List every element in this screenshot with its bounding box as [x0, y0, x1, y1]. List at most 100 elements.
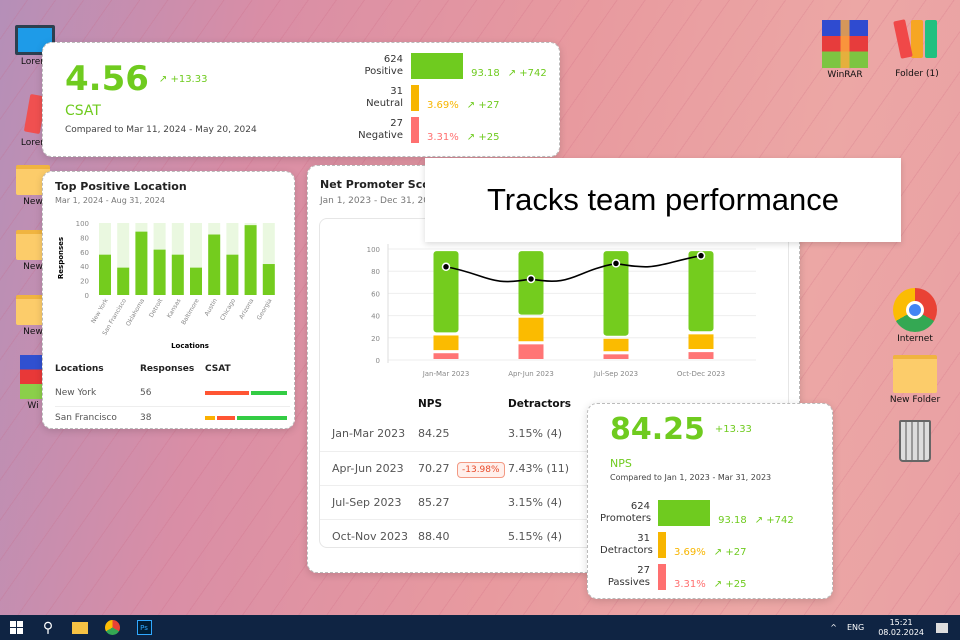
desktop-icon-internet[interactable]: Internet — [885, 288, 945, 344]
search-button[interactable]: ⚲ — [32, 615, 64, 640]
taskbar: ⚲ Ps ^ ENG 15:21 08.02.2024 — [0, 615, 960, 640]
table-row[interactable]: Jan-Mar 2023 84.25 3.15% (4) — [332, 427, 563, 441]
search-icon: ⚲ — [42, 619, 54, 636]
breakdown-pct: 3.31% — [674, 578, 706, 590]
x-tick-label: Detroit — [148, 297, 165, 319]
y-tick-label: 20 — [80, 278, 89, 286]
breakdown-change: ↗ +25 — [713, 578, 747, 590]
location-title: Top Positive Location — [55, 180, 187, 193]
x-tick-label: Baltimore — [180, 297, 201, 326]
csat-label: CSAT — [65, 103, 101, 119]
desktop-icon-folder-1[interactable]: Folder (1) — [887, 19, 947, 79]
breakdown-pct: 3.69% — [427, 99, 459, 111]
nps-point — [696, 251, 706, 260]
bar-detractors — [688, 352, 714, 359]
csat-compare: Compared to Mar 11, 2024 - May 20, 2024 — [65, 125, 257, 135]
winrar-icon — [20, 355, 46, 399]
y-tick-label: 80 — [80, 234, 89, 242]
x-tick-label: Jul-Sep 2023 — [593, 370, 638, 378]
bar — [153, 249, 166, 295]
location-dates: Mar 1, 2024 - Aug 31, 2024 — [55, 196, 165, 205]
y-tick-label: 100 — [367, 246, 380, 254]
nps-chart-panel: 0 20 40 60 80 100 Jan-Mar 2023 Apr-Jun 2023 Jul-… — [319, 218, 790, 548]
bar — [262, 264, 275, 295]
nps-delta: +13.33 — [714, 424, 752, 435]
breakdown-bar — [658, 500, 711, 526]
bar — [208, 234, 221, 295]
y-tick-label: 60 — [80, 249, 89, 257]
breakdown-change: ↗ +27 — [713, 546, 747, 558]
x-tick-label: Arizona — [238, 297, 255, 320]
bar-passives — [518, 317, 544, 342]
breakdown-bar — [411, 85, 419, 111]
nps-compare: Compared to Jan 1, 2023 - Mar 31, 2023 — [610, 473, 772, 482]
y-tick-label: 40 — [371, 313, 380, 321]
location-table-header: Locations Responses CSAT — [55, 364, 231, 374]
x-tick-label: Kansas — [166, 298, 183, 320]
breakdown-row: 27 Negative 3.31% ↗ +25 — [353, 117, 547, 143]
y-tick-label: 0 — [376, 357, 380, 365]
file-explorer-button[interactable] — [64, 615, 96, 640]
table-row[interactable]: New York 56 — [55, 388, 290, 407]
bar-promoters — [433, 251, 459, 333]
bar-detractors — [603, 354, 629, 359]
nps-line — [445, 254, 702, 283]
nps-label: NPS — [610, 457, 632, 470]
start-button[interactable] — [0, 615, 32, 640]
x-tick-label: New York — [90, 297, 110, 325]
x-tick-label: Georgia — [256, 297, 274, 321]
folder-icon — [893, 355, 937, 393]
desktop-icon-winrar[interactable]: WinRAR — [815, 20, 875, 80]
breakdown-pct: 3.69% — [674, 546, 706, 558]
nps-table-header: NPS Detractors — [418, 398, 572, 410]
chrome-button[interactable] — [96, 615, 128, 640]
notification-icon[interactable] — [936, 622, 948, 633]
table-row[interactable]: Oct-Nov 2023 88.40 5.15% (4) — [320, 519, 790, 553]
csat-delta: ↗ +13.33 — [158, 73, 208, 85]
bar-promoters — [603, 251, 629, 336]
breakdown-label: 31 Detractors — [600, 532, 653, 557]
table-row[interactable]: Jul-Sep 2023 85.27 3.15% (4) — [320, 485, 790, 519]
nps-dates: Jan 1, 2023 - Dec 31, 2023 — [320, 196, 441, 206]
breakdown-pct: 93.18 — [471, 67, 500, 79]
csat-bar — [205, 391, 287, 395]
x-tick-label: Chicago — [219, 297, 237, 322]
x-tick-label: Austin — [203, 297, 219, 317]
breakdown-change: ↗ +25 — [466, 131, 500, 143]
nps-point — [611, 259, 621, 268]
tray-chevron-icon[interactable]: ^ — [830, 623, 837, 632]
desktop-icon-winrar[interactable]: Wi — [3, 355, 63, 411]
language-indicator[interactable]: ENG — [846, 623, 865, 632]
nps-card: 84.25 +13.33 NPS Compared to Jan 1, 2023… — [587, 403, 833, 599]
breakdown-row: 27 Passives 3.31% ↗ +25 — [600, 564, 794, 590]
photoshop-button[interactable]: Ps — [128, 615, 160, 640]
desktop-icon-binder[interactable]: Lorem — [5, 93, 65, 148]
breakdown-change: ↗ +742 — [507, 67, 547, 79]
breakdown-label: 31 Neutral — [366, 85, 403, 110]
y-tick-label: 0 — [85, 292, 89, 300]
clock[interactable]: 15:21 08.02.2024 — [878, 617, 924, 637]
csat-card: 4.56 ↗ +13.33 CSAT Compared to Mar 11, 2… — [42, 42, 560, 157]
breakdown-row: 624 Positive 93.18 ↗ +742 — [353, 53, 547, 79]
desktop-icon-recycle-bin[interactable] — [885, 420, 945, 462]
bar — [99, 254, 111, 295]
x-tick-label: Oklahoma — [125, 297, 146, 327]
desktop-icon-new-folder[interactable]: New Folder — [885, 355, 945, 405]
location-table: Locations Responses CSAT New York 56 San Fr… — [55, 364, 290, 423]
bar-detractors — [433, 353, 459, 359]
y-tick-label: 20 — [371, 335, 380, 343]
nps-stacked-chart: 0 20 40 60 80 100 Jan-Mar 2023 Apr-Jun 2023 Jul-… — [367, 244, 756, 378]
y-axis-label: Responses — [57, 237, 65, 279]
table-row[interactable]: Apr-Jun 2023 70.27 -13.98% 7.43% (11) — [320, 451, 790, 485]
caption-overlay: Tracks team performance — [425, 158, 901, 242]
bar-passives — [433, 335, 459, 351]
csat-bar — [205, 416, 287, 420]
x-axis-label: Locations — [171, 342, 209, 350]
table-row[interactable]: San Francisco 38 — [55, 407, 290, 423]
binders-icon — [887, 19, 947, 61]
nps-breakdown: 624 Promoters 93.18 ↗ +742 31 Detractors 3.… — [600, 500, 794, 596]
breakdown-row: 624 Promoters 93.18 ↗ +742 — [600, 500, 794, 526]
x-tick-label: Apr-Jun 2023 — [508, 370, 554, 378]
bar-promoters — [688, 251, 714, 332]
nps-point — [441, 262, 451, 272]
